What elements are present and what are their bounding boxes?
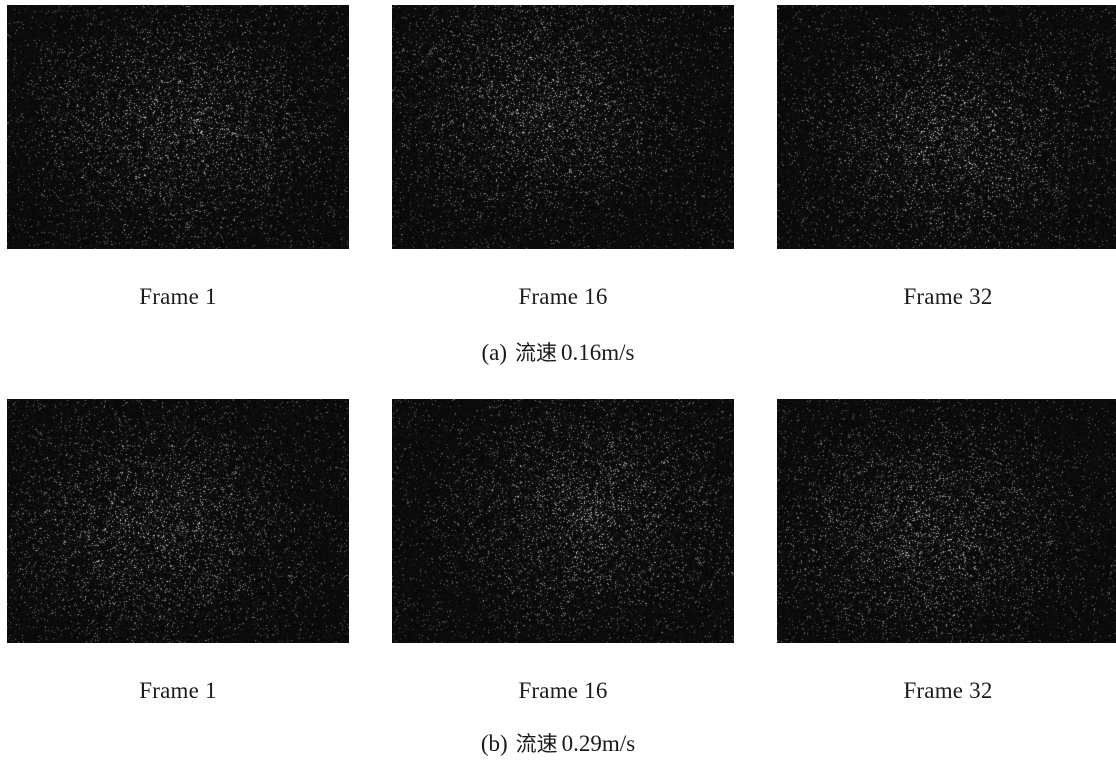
particle-canvas [392,399,734,643]
particle-image-b-frame-1 [7,399,349,643]
particle-image-a-frame-16 [392,5,734,249]
caption-flow-velocity-label: 流速 [515,341,558,365]
particle-image-a-frame-1 [7,5,349,249]
particle-canvas [392,5,734,249]
frame-label-b-1: Frame 1 [139,678,217,703]
caption-flow-velocity-value: 0.16m/s [561,340,635,365]
particle-canvas [777,399,1116,643]
panel-tag: (a) [481,340,508,365]
particle-image-a-frame-32 [777,5,1116,249]
frame-label-b-32: Frame 32 [903,678,993,703]
frame-label-a-16: Frame 16 [518,284,608,309]
panel-caption-a: (a) 流速 0.16m/s [0,339,1116,367]
caption-flow-velocity-label: 流速 [515,732,558,756]
particle-canvas [7,5,349,249]
particle-image-b-frame-16 [392,399,734,643]
frame-label-b-16: Frame 16 [518,678,608,703]
frame-label-a-1: Frame 1 [139,284,217,309]
particle-image-b-frame-32 [777,399,1116,643]
frame-label-a-32: Frame 32 [903,284,993,309]
particle-canvas [777,5,1116,249]
caption-flow-velocity-value: 0.29m/s [561,731,636,756]
panel-tag: (b) [480,731,508,756]
panel-caption-b: (b) 流速 0.29m/s [0,730,1116,758]
particle-canvas [7,399,349,643]
